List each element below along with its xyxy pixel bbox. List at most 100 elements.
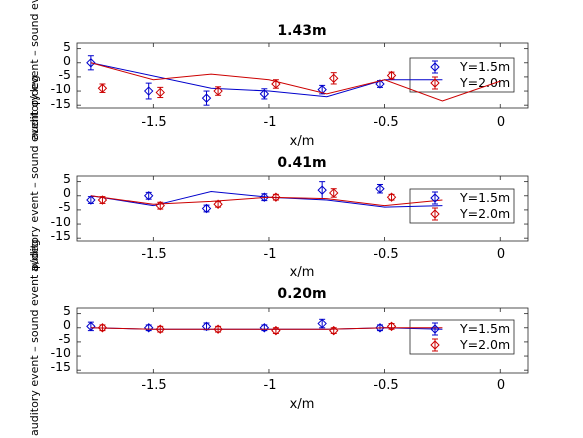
panel-3-point-y15: [143, 323, 154, 333]
panel-2-xtick-labels: -1.5 -1 -0.5 0: [141, 247, 505, 262]
panel-3-xtick-label: -1.5: [141, 378, 166, 393]
panel-3-ytick-label: -15: [51, 359, 71, 374]
panel-3-point-y15: [201, 321, 212, 332]
panel-3: 0.20m 5 0 -5 -10 -15 -1.5 -1 -0.5 0 x/m …: [28, 239, 529, 436]
panel-2-point-y15: [201, 203, 212, 214]
panel-2-point-y20: [329, 188, 339, 198]
panel-3-xtick-label: -1: [264, 378, 277, 393]
panel-3-point-y20: [271, 325, 281, 336]
panel-2-xlabel: x/m: [290, 265, 315, 280]
panel-2-point-y15: [375, 184, 385, 194]
panel-1-point-y20: [97, 83, 108, 93]
panel-3-point-y20: [97, 323, 108, 333]
panel-3-legend-marker-y20: [430, 340, 440, 350]
panel-2: 0.41m 5 0 -5 -10 -15 -1.5 -1 -0.5 0 x/m …: [28, 75, 529, 280]
panel-1-title: 1.43m: [277, 23, 326, 39]
panel-3-ytick-label: -10: [51, 345, 71, 360]
panel-1-xtick-label: 0: [497, 115, 505, 130]
panel-3-point-y15: [375, 323, 385, 333]
panel-1-ytick-label: 5: [63, 39, 71, 54]
panel-2-point-y15: [259, 192, 270, 202]
panel-3-point-y15: [259, 323, 270, 333]
panel-2-point-y20: [213, 199, 223, 209]
panel-1-xlabel: x/m: [290, 134, 315, 149]
panel-2-legend-marker-y20: [430, 209, 440, 219]
panel-3-ylabel: auditory event – sound event φ/deg: [28, 239, 41, 436]
panel-1-model-line-y20: [90, 62, 501, 102]
panel-3-xtick-label: -0.5: [373, 378, 398, 393]
panel-1-legend-label-1: Y=1.5m: [459, 59, 510, 74]
panel-1-xtick-label: -0.5: [373, 115, 398, 130]
panel-1-point-y15: [86, 58, 96, 68]
panel-1-point-y20: [155, 87, 165, 98]
panel-2-ytick-label: 0: [63, 185, 71, 200]
panel-2-point-y20: [386, 192, 397, 202]
panel-1-legend-label-2: Y=2.0m: [459, 75, 510, 90]
panel-2-point-y20: [97, 195, 108, 205]
panel-2-ytick-label: -5: [59, 199, 71, 214]
panel-1-point-y15: [259, 89, 270, 99]
panel-2-xtick-label: -1: [264, 247, 277, 262]
panel-3-title: 0.20m: [277, 286, 326, 302]
panel-2-ytick-labels: 5 0 -5 -10 -15: [51, 171, 71, 243]
panel-3-plot: [77, 308, 528, 373]
panel-1-legend: Y=1.5m Y=2.0m: [409, 57, 515, 93]
panel-3-point-y20: [386, 321, 397, 332]
panel-1-point-y15: [143, 86, 154, 96]
panel-3-ytick-labels: 5 0 -5 -10 -15: [51, 303, 71, 374]
panel-3-ytick-label: 0: [63, 317, 71, 332]
panel-3-legend: Y=1.5m Y=2.0m: [409, 319, 515, 355]
panel-2-point-y15: [86, 195, 96, 205]
panel-3-xtick-labels: -1.5 -1 -0.5 0: [141, 378, 505, 393]
panel-2-ylabel: auditory event – sound event φ/deg: [28, 75, 41, 272]
panel-2-title: 0.41m: [277, 155, 326, 171]
panel-1-xtick-labels: -1.5 -1 -0.5 0: [141, 115, 505, 130]
panel-2-plot: [77, 176, 528, 241]
panel-1-model-line-y15: [90, 62, 443, 98]
panel-1: 1.43m 5 0 -5 -10 -15 -1.5 -1 -0.5 0 x/m …: [28, 0, 529, 149]
panel-2-point-y20: [271, 192, 281, 202]
panel-1-ytick-labels: 5 0 -5 -10 -15: [51, 39, 71, 111]
panel-2-legend-marker-y15: [430, 193, 440, 203]
panel-2-xtick-label: -1.5: [141, 247, 166, 262]
panel-3-point-y15: [317, 318, 327, 329]
panel-3-ytick-label: -5: [59, 331, 71, 346]
panel-1-point-y15: [317, 84, 327, 95]
panel-3-point-y20: [329, 325, 339, 336]
panel-1-ytick-label: 0: [63, 53, 71, 68]
panel-1-point-y20: [329, 73, 339, 84]
panel-3-legend-label-2: Y=2.0m: [459, 337, 510, 352]
panel-2-model-line-y20: [90, 195, 443, 207]
panel-1-ytick-label: -10: [51, 81, 71, 96]
panel-3-legend-box: [409, 319, 515, 355]
panel-2-point-y20: [155, 200, 165, 211]
panel-2-point-y15: [143, 191, 154, 201]
panel-2-ytick-label: 5: [63, 171, 71, 186]
panel-3-xtick-label: 0: [497, 378, 505, 393]
panel-3-ytick-label: 5: [63, 303, 71, 318]
panel-1-point-y20: [386, 70, 397, 81]
panel-2-xtick-label: -0.5: [373, 247, 398, 262]
panel-1-point-y15: [201, 93, 212, 103]
panel-1-ytick-label: -5: [59, 67, 71, 82]
panel-1-point-y20: [213, 86, 223, 96]
panel-1-plot: [77, 43, 528, 108]
panel-2-point-y15: [317, 185, 327, 195]
panel-2-xtick-label: 0: [497, 247, 505, 262]
panel-3-legend-marker-y15: [430, 324, 440, 334]
panel-3-xlabel: x/m: [290, 397, 315, 412]
panel-1-xtick-label: -1: [264, 115, 277, 130]
panel-1-point-y15: [375, 79, 385, 89]
panel-1-legend-marker-y20: [430, 78, 440, 88]
panel-1-ylabel: auditory event – sound event φ/deg: [28, 0, 41, 140]
panel-3-model-line-y20: [90, 327, 443, 330]
panel-1-legend-marker-y15: [430, 62, 440, 72]
panel-2-ytick-label: -15: [51, 228, 71, 243]
panel-2-ytick-label: -10: [51, 214, 71, 229]
panel-3-legend-label-1: Y=1.5m: [459, 321, 510, 336]
panel-3-point-y20: [213, 324, 223, 334]
panel-1-point-y20: [271, 79, 281, 89]
panel-3-point-y20: [155, 324, 165, 334]
panel-2-legend-label-1: Y=1.5m: [459, 190, 510, 205]
